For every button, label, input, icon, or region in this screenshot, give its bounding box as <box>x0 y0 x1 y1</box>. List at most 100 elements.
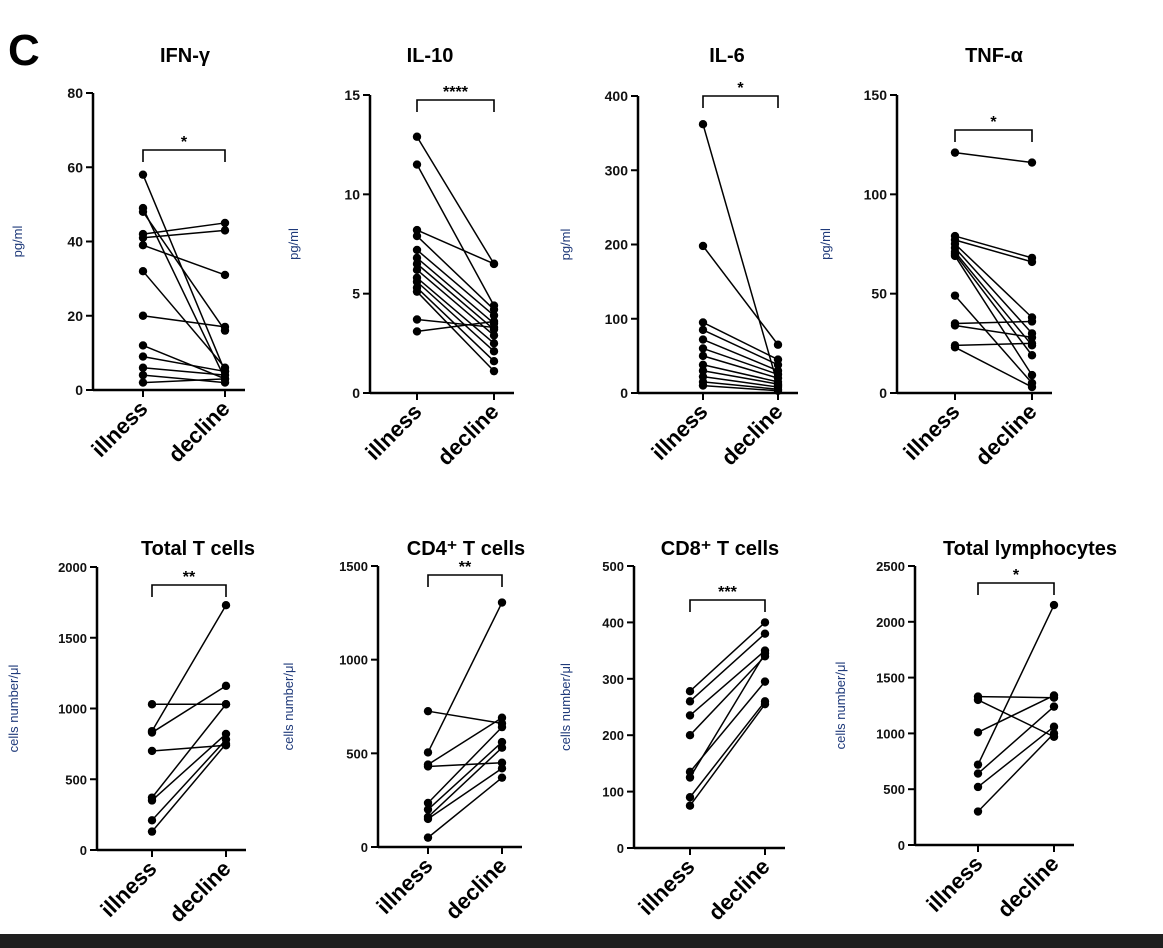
chart2-series-line <box>416 249 495 317</box>
chart1-series-line <box>142 244 226 276</box>
chart2-point-illness <box>412 132 422 141</box>
chart4-point-decline <box>1027 317 1037 326</box>
chart6-series-line <box>427 726 503 804</box>
chart3-y-tick-label: 0 <box>620 385 628 401</box>
chart3-series-line <box>702 347 779 376</box>
chart4-series-line <box>954 251 1033 346</box>
chart1-point-illness <box>138 352 148 361</box>
chart5-y-tick-label: 1500 <box>58 631 87 646</box>
chart7-series-line <box>689 621 766 692</box>
chart2-series-line <box>416 136 495 265</box>
chart4-point-decline <box>1027 351 1037 360</box>
chart6-y-tick-label: 0 <box>361 840 368 855</box>
chart5-series-line <box>151 685 227 734</box>
chart6-x-tick-label: illness <box>371 853 437 919</box>
chart4-series-line <box>954 346 1033 388</box>
chart3-series-line <box>702 369 779 385</box>
chart2-point-decline <box>489 331 499 340</box>
chart7-y-tick-label: 300 <box>602 672 624 687</box>
chart2-point-illness <box>412 315 422 324</box>
chart6-y-tick-label: 1000 <box>339 653 368 668</box>
chart5-x-tick-label: decline <box>164 856 235 927</box>
chart8-y-tick-label: 1000 <box>876 726 905 741</box>
chart1-series-line <box>142 270 226 369</box>
chart6-series-line <box>427 747 503 818</box>
chart8-series-line <box>977 695 1055 699</box>
chart8-series-line <box>977 604 1055 765</box>
chart4-y-tick-label: 150 <box>864 87 888 103</box>
chart6-point-illness <box>423 798 433 808</box>
chart3-point-decline <box>773 360 783 369</box>
chart8-y-tick-label: 2500 <box>876 559 905 574</box>
chart2-series-line <box>416 277 495 344</box>
chart7-point-decline <box>760 649 770 658</box>
chart1-series-line <box>142 374 226 384</box>
chart4-x-tick-label: decline <box>970 399 1041 470</box>
chart4-series-line <box>954 151 1033 164</box>
chart6-point-decline <box>497 598 507 607</box>
chart7-point-illness <box>685 711 695 720</box>
chart3-series-line <box>702 364 779 383</box>
chart7-title: CD8⁺ T cells <box>661 538 779 560</box>
chart7-y-tick-label: 0 <box>617 841 624 856</box>
chart6-point-decline <box>497 743 507 752</box>
chart2-point-illness <box>412 253 422 263</box>
chart5-series-line <box>151 703 227 799</box>
chart7-point-decline <box>760 618 770 627</box>
chart2-title: IL-10 <box>407 45 454 67</box>
chart1-point-illness <box>138 370 148 380</box>
chart7-x-tick-label: decline <box>703 854 774 925</box>
chart7-series-line <box>689 700 766 798</box>
chart2-x-tick-label: illness <box>360 399 426 465</box>
chart4-point-decline <box>1027 382 1037 392</box>
chart1-y-tick-label: 40 <box>67 234 83 250</box>
chart5-point-illness <box>147 827 157 836</box>
chart2-series-line <box>416 257 495 325</box>
chart1-y-axis-label: pg/ml <box>10 225 25 257</box>
chart6-point-decline <box>497 713 507 722</box>
chart2-series-line <box>416 263 495 330</box>
chart4-series-line <box>954 243 1033 319</box>
chart4-x-tick-label: illness <box>898 399 964 465</box>
chart7-point-decline <box>760 699 770 709</box>
chart4-point-illness <box>950 343 960 352</box>
chart8-point-decline <box>1049 722 1059 731</box>
chart3-x-tick-label: illness <box>646 399 712 465</box>
chart1-point-illness <box>138 241 148 250</box>
chart4-series-line <box>954 295 1033 384</box>
chart3-significance-bracket <box>702 95 779 108</box>
chart1-point-decline <box>220 322 230 332</box>
chart2-point-decline <box>489 311 499 320</box>
chart5-point-decline <box>221 739 231 749</box>
chart2-point-decline <box>489 339 499 348</box>
chart2-point-illness <box>412 245 422 255</box>
chart1-significance-bracket <box>142 149 226 162</box>
chart6-series-line <box>427 767 503 820</box>
chart6-point-decline <box>497 722 507 732</box>
chart6-series-line <box>427 717 503 766</box>
chart3-y-axis-label: pg/ml <box>558 228 573 260</box>
chart8-y-axis-label: cells number/μl <box>833 662 848 750</box>
chart8-series-line <box>977 732 1055 813</box>
chart1-point-illness <box>138 378 148 387</box>
chart7-significance-bracket <box>689 599 766 612</box>
chart1-x-tick-label: decline <box>163 396 234 467</box>
chart1-point-illness <box>138 233 148 242</box>
chart2-y-tick-label: 5 <box>352 286 360 302</box>
chart1-point-illness <box>138 341 148 350</box>
bottom-border <box>0 934 1163 948</box>
chart5-point-illness <box>147 700 157 709</box>
chart6-point-illness <box>423 706 433 716</box>
chart4-point-illness <box>950 148 960 157</box>
chart5-point-decline <box>221 601 231 610</box>
chart5-point-illness <box>147 728 157 737</box>
chart1-y-tick-label: 80 <box>67 85 83 101</box>
chart1-point-decline <box>220 374 230 384</box>
chart4-series-line <box>954 239 1033 263</box>
chart1-point-illness <box>138 170 148 179</box>
chart2-point-decline <box>489 317 499 326</box>
chart3-series-line <box>702 338 779 372</box>
chart5-y-axis-label: cells number/μl <box>6 665 21 753</box>
chart2-point-decline <box>489 366 499 376</box>
chart5-series-line <box>151 733 227 802</box>
